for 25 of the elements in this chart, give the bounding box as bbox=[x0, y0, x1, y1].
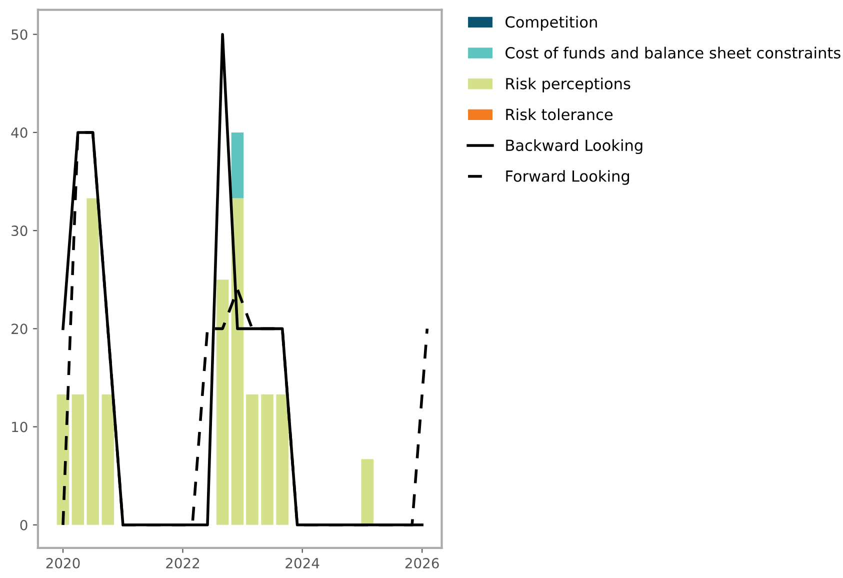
bar bbox=[231, 132, 244, 198]
legend-label: Cost of funds and balance sheet constraints bbox=[506, 46, 840, 59]
y-tick-label: 0 bbox=[20, 520, 28, 530]
y-tick-label: 10 bbox=[12, 422, 28, 432]
y-tick-label: 40 bbox=[11, 127, 28, 138]
y-tick-label: 50 bbox=[12, 29, 28, 40]
bar bbox=[361, 459, 374, 525]
bar bbox=[216, 280, 229, 525]
bar bbox=[72, 394, 84, 525]
x-tick-label: 2022 bbox=[166, 558, 200, 568]
y-tick-label: 30 bbox=[12, 226, 28, 236]
bar bbox=[86, 198, 99, 525]
bar bbox=[102, 394, 114, 525]
bar bbox=[246, 394, 258, 525]
y-tick-label: 20 bbox=[12, 324, 28, 334]
bar bbox=[261, 394, 274, 525]
legend-label: Risk perceptions bbox=[506, 78, 630, 92]
legend-label: Forward Looking bbox=[506, 170, 630, 185]
x-tick-label: 2026 bbox=[405, 558, 439, 568]
x-tick-label: 2020 bbox=[46, 558, 80, 568]
legend-label: Risk tolerance bbox=[506, 108, 613, 120]
bar bbox=[276, 394, 288, 525]
legend-label: Backward Looking bbox=[506, 139, 642, 154]
x-tick-label: 2024 bbox=[286, 558, 320, 568]
legend-label: Competition bbox=[506, 16, 597, 31]
